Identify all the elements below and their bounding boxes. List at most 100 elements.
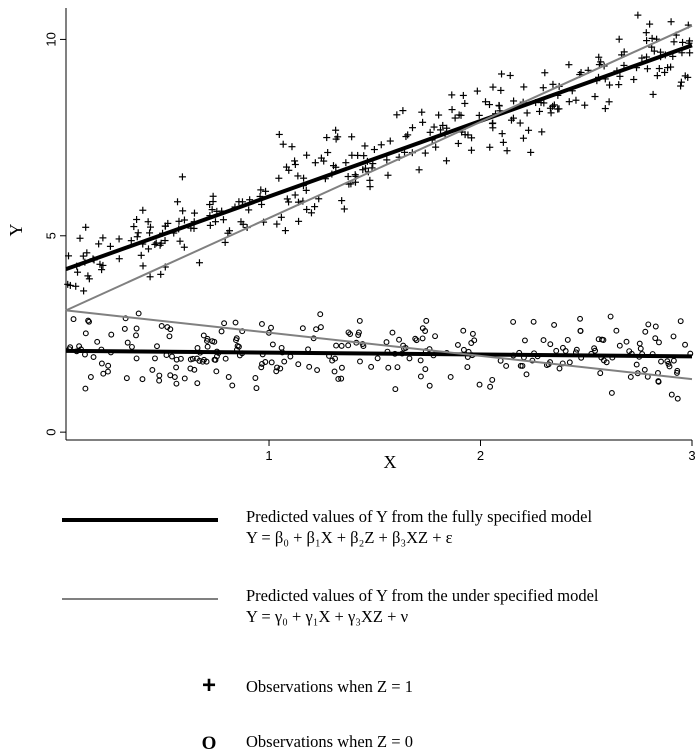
data-point-plus: [408, 124, 416, 132]
data-point-plus: [448, 91, 456, 99]
data-point-circle: [636, 340, 643, 347]
data-point-plus: [144, 218, 152, 226]
data-point-plus: [418, 108, 426, 116]
data-point-circle: [211, 338, 218, 345]
data-point-plus: [235, 198, 243, 206]
data-point-circle: [295, 361, 302, 368]
data-point-plus: [115, 235, 123, 243]
data-point-plus: [180, 243, 188, 251]
data-point-plus: [361, 142, 369, 150]
data-point-plus: [448, 106, 456, 114]
data-point-plus: [497, 86, 505, 94]
data-point-circle: [133, 355, 140, 362]
data-point-circle: [392, 386, 399, 393]
data-point-circle: [577, 315, 584, 322]
data-point-circle: [338, 342, 345, 349]
data-point-plus: [99, 234, 107, 242]
data-point-plus: [516, 119, 524, 127]
data-point-circle: [152, 355, 158, 362]
data-point-circle: [70, 316, 77, 323]
data-point-circle: [396, 336, 402, 343]
fit-line-full_z1: [65, 43, 693, 272]
data-point-plus: [161, 237, 169, 245]
data-point-plus: [667, 18, 675, 26]
data-point-plus: [643, 37, 651, 45]
data-point-plus: [430, 123, 438, 131]
data-point-circle: [108, 331, 115, 338]
data-point-plus: [303, 205, 311, 213]
data-point-circle: [194, 380, 201, 387]
data-point-plus: [224, 229, 232, 237]
data-point-plus: [291, 191, 299, 199]
data-point-circle: [591, 345, 598, 352]
data-point-plus: [485, 101, 493, 109]
data-point-plus: [178, 173, 186, 181]
data-point-plus: [291, 161, 299, 169]
data-point-circle: [173, 364, 180, 371]
data-point-plus: [323, 134, 331, 142]
data-point-circle: [460, 346, 467, 353]
data-point-circle: [652, 335, 659, 342]
data-point-circle: [200, 332, 207, 339]
data-point-plus: [146, 273, 154, 281]
data-point-plus: [144, 245, 152, 253]
data-point-circle: [105, 362, 112, 369]
data-point-plus: [324, 149, 332, 157]
data-point-circle: [149, 366, 156, 373]
data-point-circle: [468, 340, 475, 346]
data-point-circle: [232, 319, 239, 326]
data-point-circle: [419, 335, 426, 342]
legend-full-model-equation: Y = β₀ + β₁X + β₂Z + β₃XZ + ε: [246, 528, 453, 547]
data-point-plus: [565, 98, 573, 106]
data-point-plus: [195, 259, 203, 267]
data-point-plus: [646, 20, 654, 28]
y-axis-title: Y: [6, 224, 26, 237]
fit-line-under_z1: [65, 24, 693, 312]
fit-line-under_z0: [65, 309, 693, 381]
data-point-circle: [476, 381, 483, 388]
data-point-plus: [393, 111, 401, 119]
data-point-plus: [402, 133, 410, 141]
data-point-plus: [65, 252, 73, 260]
data-point-circle: [523, 371, 530, 378]
data-point-circle: [564, 336, 571, 343]
data-point-plus: [507, 116, 515, 124]
data-point-plus: [421, 149, 429, 157]
data-point-plus: [219, 216, 227, 224]
data-point-circle: [194, 345, 201, 351]
data-point-circle: [259, 321, 265, 327]
data-point-circle: [668, 391, 675, 398]
data-point-plus: [638, 54, 646, 62]
data-point-circle: [419, 325, 426, 332]
data-point-plus: [498, 70, 506, 78]
data-point-circle: [262, 359, 269, 365]
data-point-plus: [133, 233, 141, 241]
data-point-circle: [674, 395, 681, 402]
data-point-plus: [237, 218, 245, 226]
data-point-circle: [406, 355, 413, 362]
data-point-circle: [385, 364, 392, 371]
data-point-circle: [471, 337, 478, 344]
data-point-plus: [311, 203, 319, 211]
data-point-circle: [519, 362, 526, 369]
data-point-circle: [94, 338, 101, 345]
data-point-circle: [287, 353, 294, 360]
data-point-plus: [361, 164, 369, 172]
data-point-circle: [277, 365, 284, 372]
data-point-plus: [157, 270, 165, 278]
data-point-plus: [426, 128, 434, 136]
data-point-plus: [677, 82, 685, 90]
data-point-plus: [377, 141, 385, 149]
data-point-circle: [633, 361, 640, 368]
fit-lines-layer: [65, 24, 693, 381]
data-point-circle: [233, 337, 239, 344]
data-point-circle: [355, 329, 362, 336]
data-point-circle: [173, 356, 180, 363]
data-point-circle: [658, 358, 664, 365]
data-point-circle: [158, 322, 165, 329]
data-point-circle: [201, 356, 207, 363]
data-point-circle: [666, 363, 673, 370]
data-point-plus: [175, 217, 183, 225]
data-point-plus: [209, 192, 217, 200]
data-point-circle: [460, 327, 467, 334]
